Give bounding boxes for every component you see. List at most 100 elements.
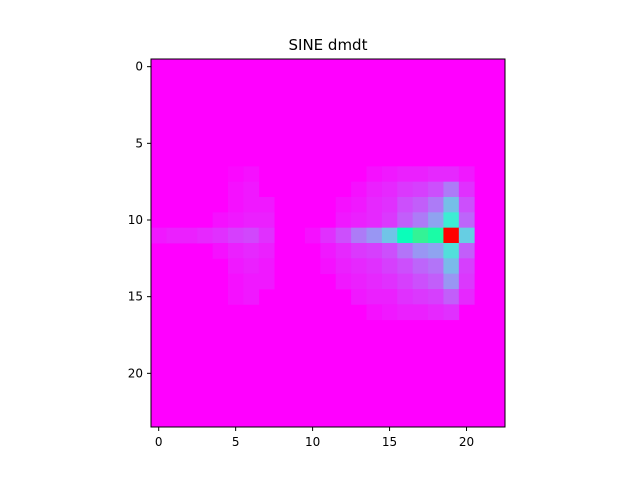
heatmap-cell — [428, 197, 444, 213]
heatmap-cell — [320, 258, 337, 275]
heatmap-cell — [428, 304, 444, 321]
heatmap-cell — [397, 243, 414, 259]
heatmap-cell — [443, 212, 460, 229]
heatmap-cell — [212, 227, 229, 244]
heatmap-cell — [351, 243, 367, 259]
heatmap-cell — [458, 243, 475, 259]
heatmap-cell — [366, 181, 383, 198]
heatmap-cell — [458, 181, 475, 198]
heatmap-cell — [335, 212, 352, 229]
heatmap-cell — [351, 227, 367, 244]
heatmap-cell — [366, 212, 383, 229]
heatmap-cell — [304, 227, 321, 244]
heatmap-cell — [381, 227, 398, 244]
heatmap-cell — [335, 243, 352, 259]
heatmap-cell — [151, 227, 167, 244]
heatmap-cell — [443, 258, 460, 275]
heatmap-cell — [458, 197, 475, 213]
heatmap-cell — [428, 227, 444, 244]
plot-frame — [150, 58, 506, 428]
heatmap-cell — [412, 273, 429, 290]
heatmap-cell — [428, 273, 444, 290]
heatmap-cell — [258, 258, 275, 275]
heatmap-cell — [428, 289, 444, 305]
heatmap-cell — [243, 289, 260, 305]
heatmap-cell — [243, 243, 260, 259]
heatmap-cell — [243, 197, 260, 213]
x-tick-label: 5 — [232, 435, 240, 449]
heatmap-cell — [458, 273, 475, 290]
heatmap-cell — [258, 212, 275, 229]
heatmap-cell — [366, 304, 383, 321]
heatmap-cell — [381, 273, 398, 290]
heatmap-cell — [412, 212, 429, 229]
heatmap-cell — [381, 197, 398, 213]
heatmap-cell — [227, 273, 244, 290]
heatmap-cell — [443, 304, 460, 321]
heatmap-cell — [227, 166, 244, 183]
x-tick-label: 0 — [155, 435, 163, 449]
heatmap-cell — [443, 273, 460, 290]
heatmap-cell — [366, 273, 383, 290]
heatmap-cell — [320, 243, 337, 259]
heatmap-cell — [443, 289, 460, 305]
heatmap-cell — [412, 258, 429, 275]
heatmap-cells — [151, 59, 505, 427]
heatmap-cell — [366, 227, 383, 244]
heatmap-cell — [428, 212, 444, 229]
heatmap-cell — [458, 166, 475, 183]
heatmap-cell — [458, 258, 475, 275]
heatmap-cell — [243, 273, 260, 290]
heatmap-cell — [335, 258, 352, 275]
heatmap-cell — [412, 197, 429, 213]
heatmap-cell — [227, 227, 244, 244]
heatmap-cell — [212, 243, 229, 259]
heatmap-cell — [381, 181, 398, 198]
y-tick-label: 15 — [128, 290, 143, 304]
heatmap-cell — [227, 289, 244, 305]
x-tick-label: 20 — [459, 435, 474, 449]
heatmap-cell — [412, 243, 429, 259]
heatmap-cell — [381, 304, 398, 321]
heatmap-cell — [412, 166, 429, 183]
heatmap-cell — [397, 166, 414, 183]
y-tick-label: 20 — [128, 366, 143, 380]
heatmap-cell — [397, 289, 414, 305]
heatmap-cell — [243, 258, 260, 275]
heatmap-cell — [381, 212, 398, 229]
heatmap-cell — [351, 197, 367, 213]
heatmap-cell — [227, 243, 244, 259]
heatmap-cell — [412, 181, 429, 198]
heatmap-cell — [397, 227, 414, 244]
heatmap-cell — [351, 289, 367, 305]
heatmap-cell — [335, 227, 352, 244]
heatmap-cell — [351, 181, 367, 198]
heatmap-cell — [443, 181, 460, 198]
heatmap-cell — [227, 258, 244, 275]
heatmap-cell — [381, 166, 398, 183]
heatmap-cell — [243, 227, 260, 244]
heatmap-cell — [166, 227, 183, 244]
heatmap-cell — [366, 243, 383, 259]
heatmap-cell — [443, 243, 460, 259]
heatmap-cell — [443, 197, 460, 213]
y-tick-label: 0 — [135, 60, 143, 74]
x-tick-label: 10 — [305, 435, 320, 449]
heatmap-cell — [366, 258, 383, 275]
heatmap-cell — [397, 212, 414, 229]
axes: 0 5 10 15 20 0 5 10 15 20 — [128, 58, 506, 449]
heatmap-cell — [227, 197, 244, 213]
heatmap-cell — [428, 243, 444, 259]
heatmap-cell — [397, 258, 414, 275]
heatmap-cell — [428, 166, 444, 183]
heatmap-cell — [258, 243, 275, 259]
heatmap-cell — [320, 227, 337, 244]
heatmap-cell — [227, 181, 244, 198]
heatmap-cell — [258, 227, 275, 244]
heatmap-cell — [227, 212, 244, 229]
heatmap-cell — [366, 289, 383, 305]
heatmap-cell — [335, 197, 352, 213]
heatmap-cell — [366, 197, 383, 213]
y-tick-label: 5 — [135, 136, 143, 150]
